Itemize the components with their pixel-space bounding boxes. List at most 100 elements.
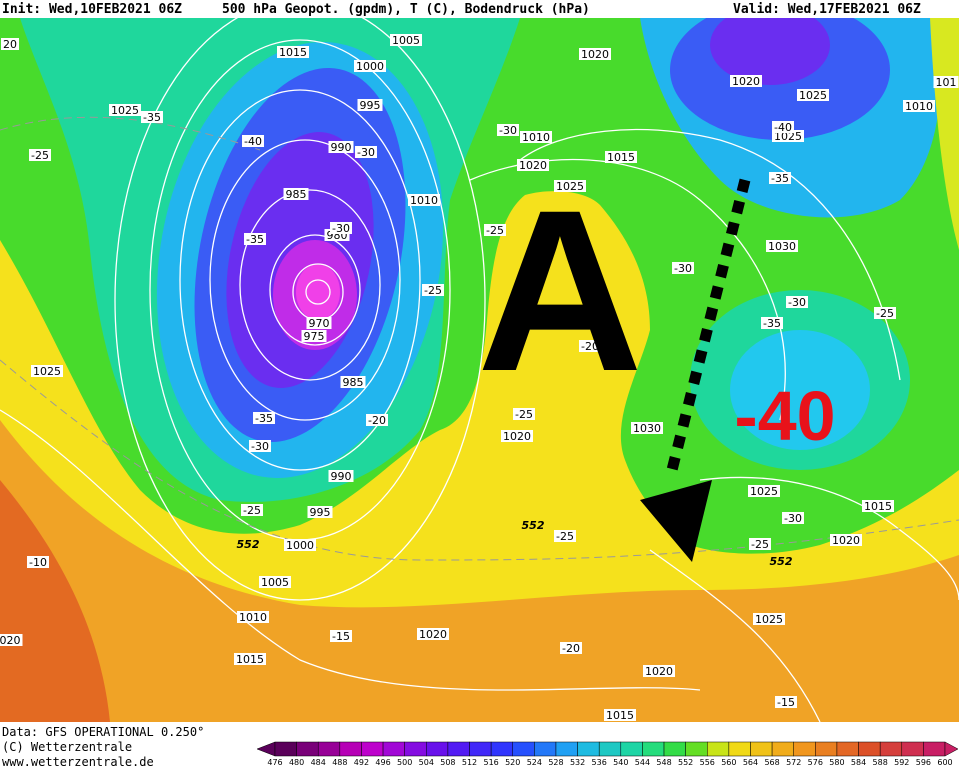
violet-field-ne [710,5,830,85]
isobar-label: 1020 [503,430,531,443]
isobar-label: 1020 [645,665,673,678]
footer-data: Data: GFS OPERATIONAL 0.250° [2,725,204,739]
isobar-label-group: 995 [357,99,383,112]
isobar-label-group: 995 [307,506,333,519]
isobar-label-box [604,709,636,721]
temperature-label-box [560,642,582,654]
isobar-label-box [408,194,440,206]
temperature-label-group: -25 [29,149,51,162]
header-band [0,0,959,18]
isobar [269,234,361,346]
temperature-label: -20 [562,642,580,655]
temperature-label-group: -30 [497,124,519,137]
colorbar-swatch [620,741,643,757]
colorbar-label: 512 [462,758,477,767]
isobar-label-box [357,99,383,111]
isobar [305,279,331,305]
temperature-label-box [241,504,263,516]
isobar-label-box [259,576,291,588]
temperature-label-box [29,149,51,161]
colorbar-swatch [879,741,903,757]
temperature-label: -30 [674,262,692,275]
isobar-label: 1025 [774,130,802,143]
orange-field [0,420,959,722]
temperature-label: -35 [143,111,161,124]
height-label: 552 [237,538,260,551]
temperature-label: -25 [424,284,442,297]
isobar-label-group: 1015 [604,709,636,722]
temperature-label: -25 [31,149,49,162]
temperature-label-group: -20 [560,642,582,655]
temperature-label-box [775,696,797,708]
temperature-label: -25 [486,224,504,237]
temperature-label: -20 [581,340,599,353]
colorbar-swatch [534,741,557,757]
isobar-label-box [234,653,266,665]
isobar-label: 1015 [607,151,635,164]
height-label: 552 [522,519,545,532]
isobar-label: 1000 [356,60,384,73]
colorbar-swatch [685,741,708,757]
isobar [114,0,486,601]
colorbar-label: 484 [311,758,326,767]
temperature-label-group: -25 [554,530,576,543]
isobar-label-group: 1025 [797,89,829,102]
isobar-label-box [284,539,316,551]
colorbar-end [944,741,959,757]
temperature-label: -30 [251,440,269,453]
temperature-label-box [513,408,535,420]
colorbar-label: 540 [613,758,628,767]
colorbar-swatch [771,741,794,757]
isobar-label-group: 1020 [501,430,533,443]
temperature-label: -15 [777,696,795,709]
temperature-label: -30 [332,222,350,235]
colorbar-swatch [426,741,449,757]
temperature-label-box [484,224,506,236]
isobar-label-group: 1015 [277,46,309,59]
isobar-label: 020 [0,634,21,647]
isobar-label: 1020 [832,534,860,547]
colorbar-swatch [404,741,427,757]
temperature-label-box [249,440,271,452]
temperature-label: -30 [788,296,806,309]
temperature-label-box [497,124,519,136]
temperature-label-box [244,233,266,245]
isobar [179,89,421,471]
temperature-label-group: -30 [355,146,377,159]
isobar-label-group: 1025 [753,613,785,626]
isobar-label-group: 20 [1,38,19,51]
temperature-label-group: -30 [672,262,694,275]
temperature-label-box [330,222,352,234]
isobar-label: 20 [3,38,17,51]
temperature-label: -30 [784,512,802,525]
isobar-label-box [328,470,354,482]
colorbar-label: 596 [916,758,931,767]
isobar-label: 1005 [392,34,420,47]
colorbar-label: 524 [527,758,542,767]
isobar-label-box [605,151,637,163]
footer-url: www.wetterzentrale.de [2,755,154,769]
isobar-label-box [501,430,533,442]
isobar-label-group: 1025 [109,104,141,117]
temperature-label-group: -15 [775,696,797,709]
colorbar-label: 516 [483,758,498,767]
temperature-label-box [769,172,791,184]
temperature-label: -25 [515,408,533,421]
isobar-label: 1015 [864,500,892,513]
isobar-label-box [631,422,663,434]
isobar-label-group: 1000 [354,60,386,73]
isobar-label: 1030 [633,422,661,435]
isobar-label-box [417,628,449,640]
colorbar-swatch [750,741,773,757]
colorbar-swatch [382,741,405,757]
temperature-label-group: -25 [749,538,771,551]
isobar-label: 1025 [799,89,827,102]
colorbar-swatch [490,741,513,757]
isobar-label: 1025 [111,104,139,117]
isobar-label-box [340,376,366,388]
isobar-label-group: 1020 [417,628,449,641]
colorbar-label: 588 [873,758,888,767]
temperature-label-group: -20 [579,340,601,353]
isobar-label-group: 1005 [390,34,422,47]
